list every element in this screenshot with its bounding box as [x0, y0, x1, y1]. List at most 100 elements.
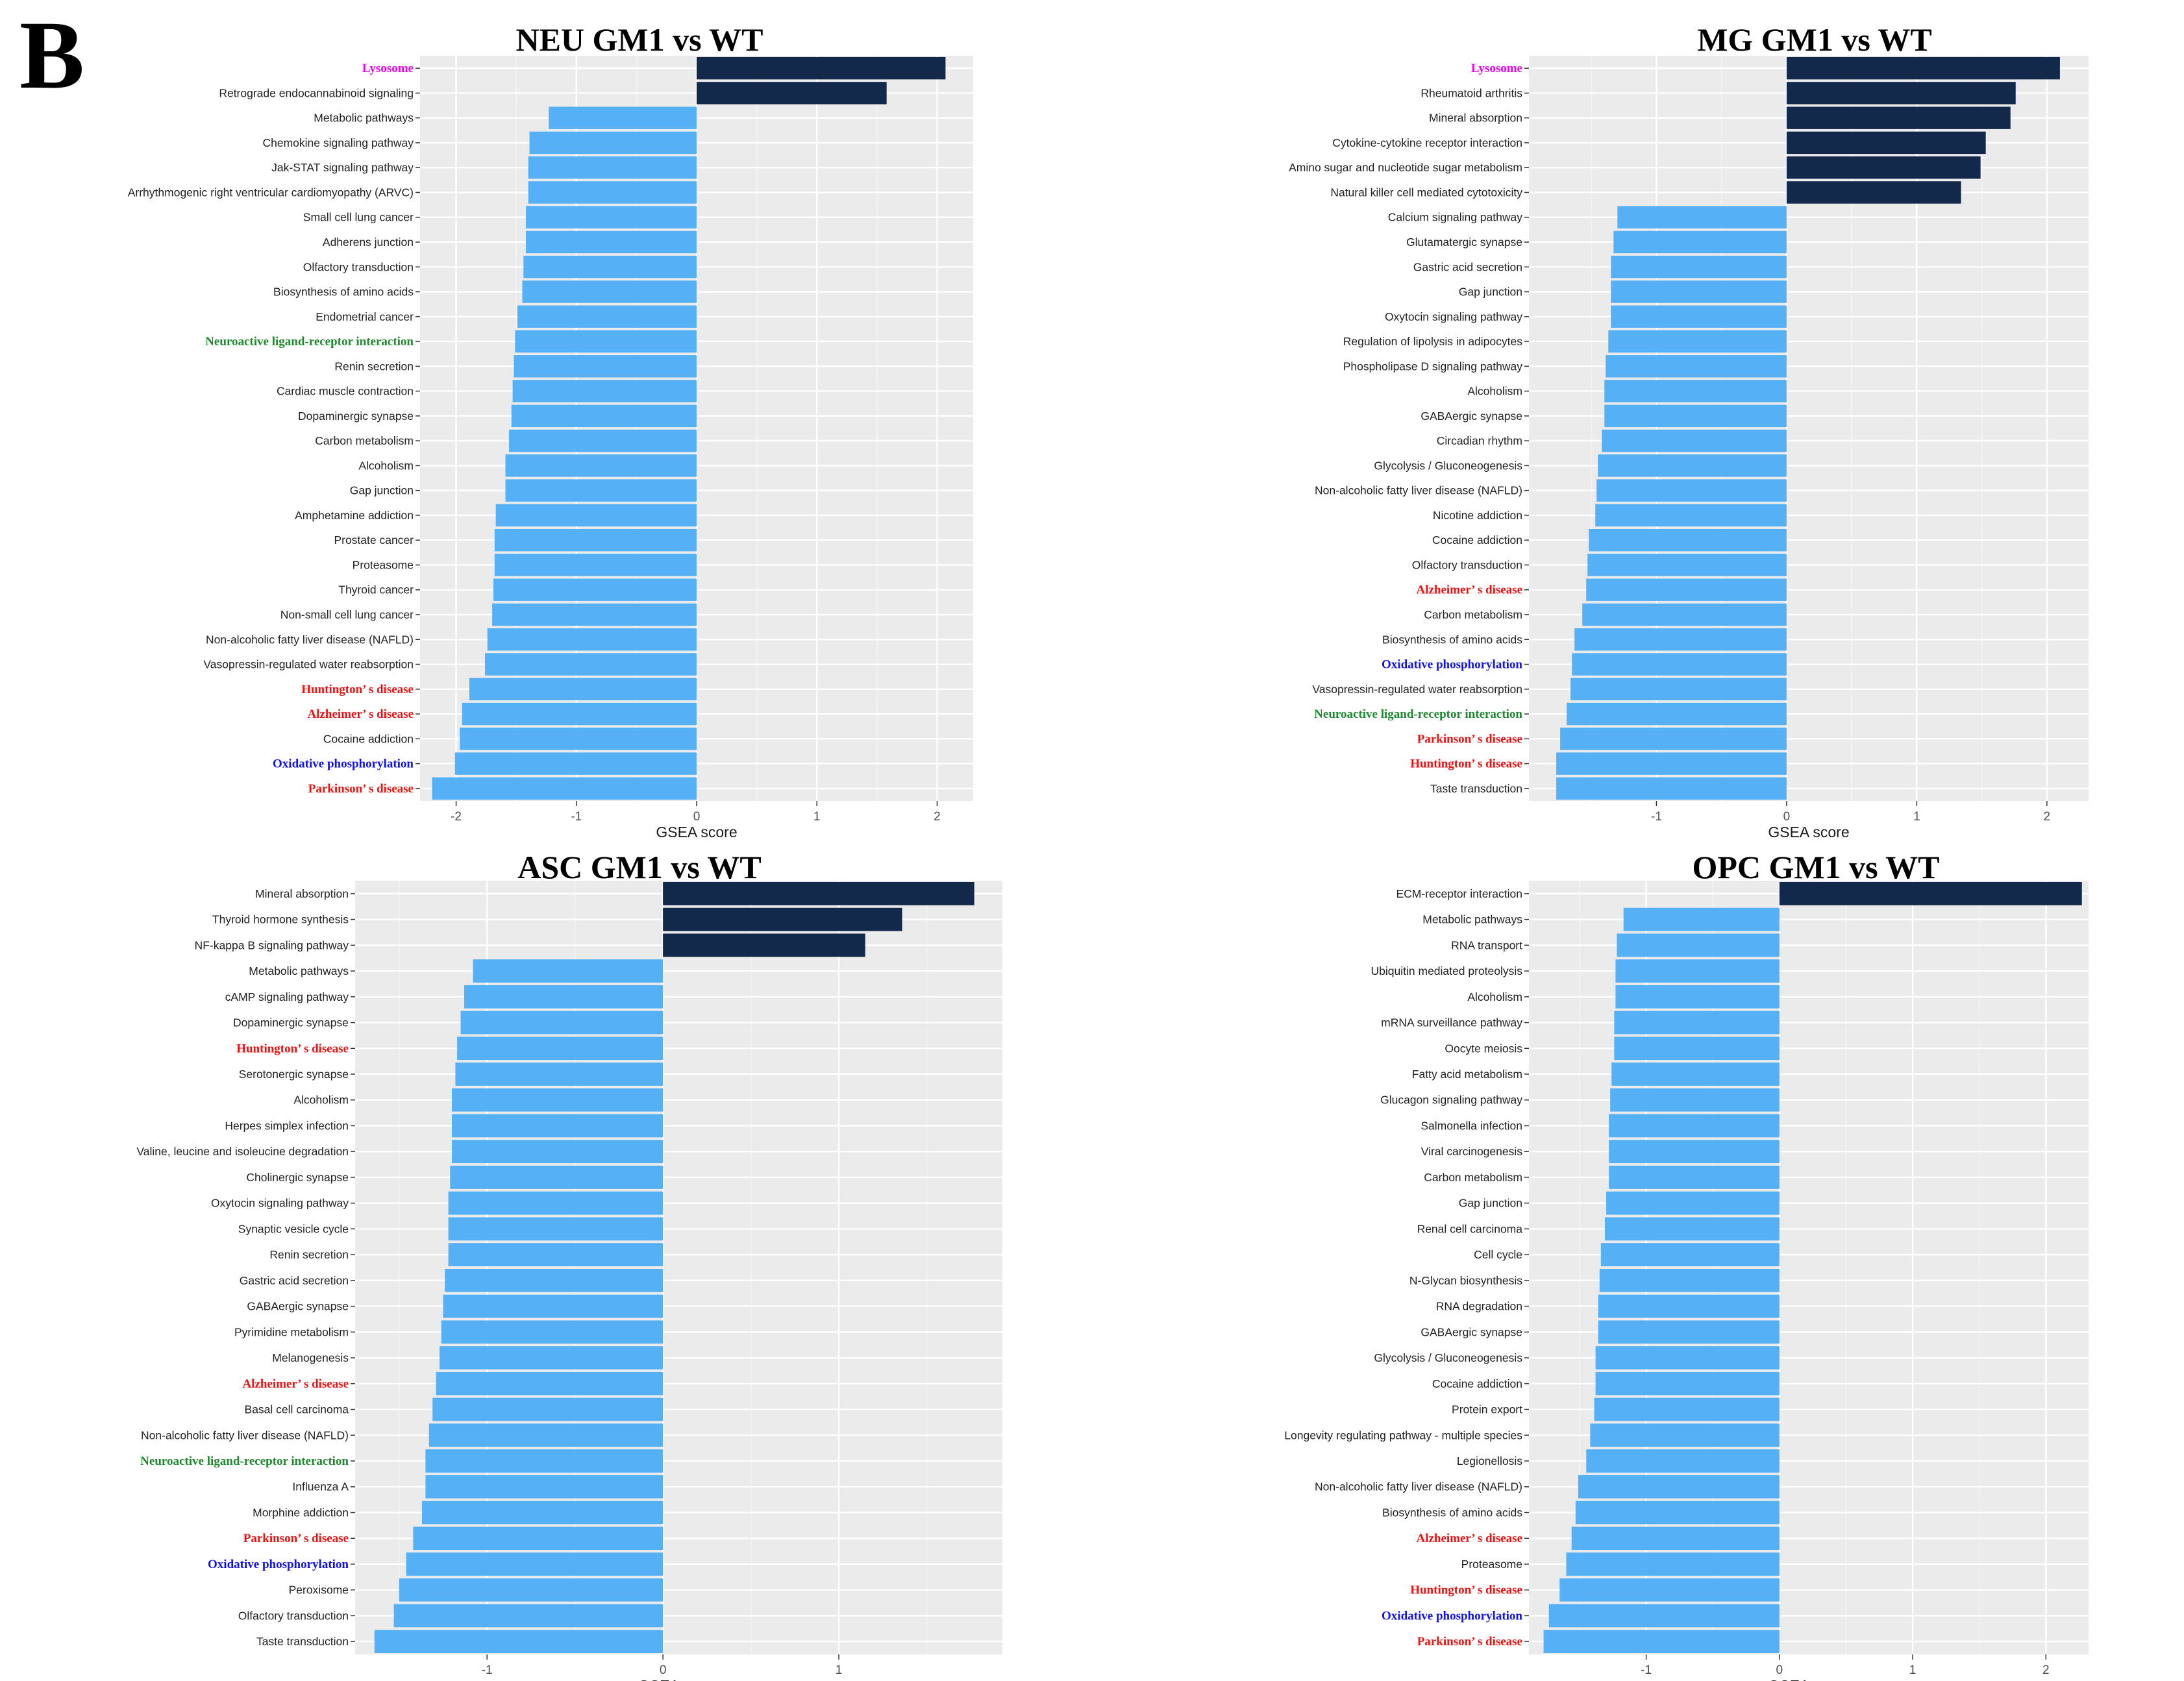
panel-letter: B: [19, 1, 85, 109]
asc-category-label: Oxidative phosphorylation: [208, 1558, 349, 1571]
opc-category-label: Oxidative phosphorylation: [1382, 1609, 1522, 1623]
mg-bar: [1560, 728, 1787, 750]
opc-bar: [1566, 1552, 1780, 1576]
mg-x-tick-label: 2: [2044, 810, 2051, 824]
mg-category-label: Lysosome: [1471, 62, 1522, 75]
neu-category-label: Vasopressin-regulated water reabsorption: [203, 658, 414, 671]
neu-category-label: Huntington’ s disease: [301, 683, 414, 696]
neu-bar: [528, 181, 697, 204]
neu-bar: [469, 678, 697, 701]
asc-bar: [445, 1268, 664, 1292]
asc-bar: [421, 1501, 664, 1525]
mg-category-label: Biosynthesis of amino acids: [1382, 633, 1522, 646]
mg-category-label: Oxidative phosphorylation: [1382, 658, 1522, 672]
neu-category-label: Adherens junction: [323, 236, 414, 249]
asc-bar: [374, 1630, 664, 1654]
asc-x-tick-label: -1: [482, 1663, 493, 1677]
neu-bar: [495, 504, 697, 527]
mg-category-label: Gap junction: [1459, 286, 1522, 299]
opc-bar: [1578, 1475, 1780, 1499]
neu-bar: [523, 256, 697, 278]
asc-category-label: Herpes simplex infection: [225, 1119, 349, 1132]
neu-category-label: Prostate cancer: [334, 534, 414, 546]
opc-category-label: Glucagon signaling pathway: [1380, 1094, 1522, 1107]
mg-title: MG GM1 vs WT: [1697, 21, 1932, 58]
opc-bar: [1575, 1501, 1780, 1525]
opc-bar: [1595, 1371, 1780, 1395]
neu-bar: [485, 653, 697, 676]
asc-category-label: Alcoholism: [293, 1094, 349, 1107]
asc-category-label: Influenza A: [292, 1480, 349, 1493]
asc-bar: [663, 907, 902, 931]
opc-category-label: Alcoholism: [1467, 990, 1522, 1003]
opc-bar: [1599, 1268, 1780, 1292]
neu-category-label: Non-alcoholic fatty liver disease (NAFLD…: [206, 633, 414, 646]
asc-category-label: Dopaminergic synapse: [233, 1016, 349, 1029]
neu-bar: [487, 628, 697, 651]
mg-bar: [1602, 429, 1787, 452]
neu-category-label: Olfactory transduction: [303, 260, 414, 273]
neu-category-label: Non-small cell lung cancer: [280, 608, 414, 621]
neu-category-label: Parkinson’ s disease: [308, 782, 414, 796]
asc-category-label: Alzheimer’ s disease: [242, 1377, 349, 1391]
neu-bar: [697, 56, 946, 80]
neu-category-label: Metabolic pathways: [314, 112, 414, 125]
opc-bar: [1595, 1346, 1780, 1369]
opc-category-label: Oocyte meiosis: [1445, 1042, 1522, 1055]
opc-category-label: Glycolysis / Gluconeogenesis: [1374, 1351, 1522, 1364]
asc-category-label: cAMP signaling pathway: [225, 990, 349, 1003]
asc-category-label: Metabolic pathways: [249, 964, 349, 977]
mg-bar: [1587, 554, 1787, 576]
asc-bar: [448, 1243, 664, 1267]
neu-bar: [505, 454, 697, 477]
opc-x-axis-label: GSEA score: [1768, 1677, 1849, 1681]
neu-x-tick-label: 0: [693, 810, 701, 824]
neu-x-tick-label: 2: [934, 810, 941, 824]
asc-x-tick-label: 1: [836, 1663, 843, 1677]
mg-category-label: Taste transduction: [1430, 782, 1522, 795]
asc-bar: [413, 1527, 664, 1551]
neu-bar: [460, 728, 697, 750]
asc-bar: [452, 1088, 664, 1112]
mg-bar: [1613, 230, 1787, 254]
chart-asc: ASC GM1 vs WT Mineral absorption Thyroid h…: [136, 849, 1002, 1681]
opc-category-label: Parkinson’ s disease: [1417, 1635, 1522, 1649]
mg-bar: [1786, 56, 2060, 80]
neu-category-label: Alzheimer’ s disease: [307, 707, 414, 721]
asc-bar: [473, 959, 664, 983]
opc-bar: [1606, 1191, 1780, 1215]
opc-bar: [1609, 1114, 1780, 1138]
neu-category-label: Small cell lung cancer: [303, 211, 414, 224]
mg-bar: [1611, 256, 1787, 278]
mg-bar: [1604, 404, 1787, 428]
asc-category-label: GABAergic synapse: [247, 1300, 349, 1313]
mg-category-label: Calcium signaling pathway: [1388, 211, 1522, 224]
mg-bar: [1556, 777, 1787, 800]
opc-bar: [1614, 1011, 1780, 1035]
mg-category-label: GABAergic synapse: [1421, 410, 1522, 423]
asc-x-axis-label: GSEA score: [638, 1677, 719, 1681]
neu-bar: [549, 106, 697, 129]
mg-x-tick-label: -1: [1651, 810, 1662, 824]
mg-category-label: Vasopressin-regulated water reabsorption: [1312, 683, 1522, 696]
neu-bar: [505, 479, 697, 502]
asc-bar: [663, 933, 865, 957]
mg-category-label: Amino sugar and nucleotide sugar metabol…: [1289, 161, 1522, 174]
asc-bar: [663, 881, 974, 905]
opc-bar: [1586, 1449, 1780, 1473]
mg-category-label: Alcoholism: [1467, 385, 1522, 398]
mg-bar: [1586, 578, 1787, 601]
mg-bar: [1617, 206, 1787, 228]
asc-bar: [455, 1062, 664, 1086]
opc-category-label: Legionellosis: [1457, 1454, 1522, 1467]
opc-category-label: Alzheimer’ s disease: [1416, 1532, 1522, 1545]
mg-category-label: Cocaine addiction: [1432, 534, 1522, 546]
neu-bar: [432, 777, 697, 800]
neu-category-label: Alcoholism: [358, 459, 414, 472]
opc-x-tick-label: 1: [1909, 1663, 1917, 1677]
asc-category-label: NF-kappa B signaling pathway: [195, 939, 349, 951]
neu-bar: [522, 280, 697, 303]
mg-category-label: Huntington’ s disease: [1410, 757, 1522, 771]
opc-category-label: Viral carcinogenesis: [1421, 1145, 1523, 1158]
neu-bar: [528, 156, 697, 179]
